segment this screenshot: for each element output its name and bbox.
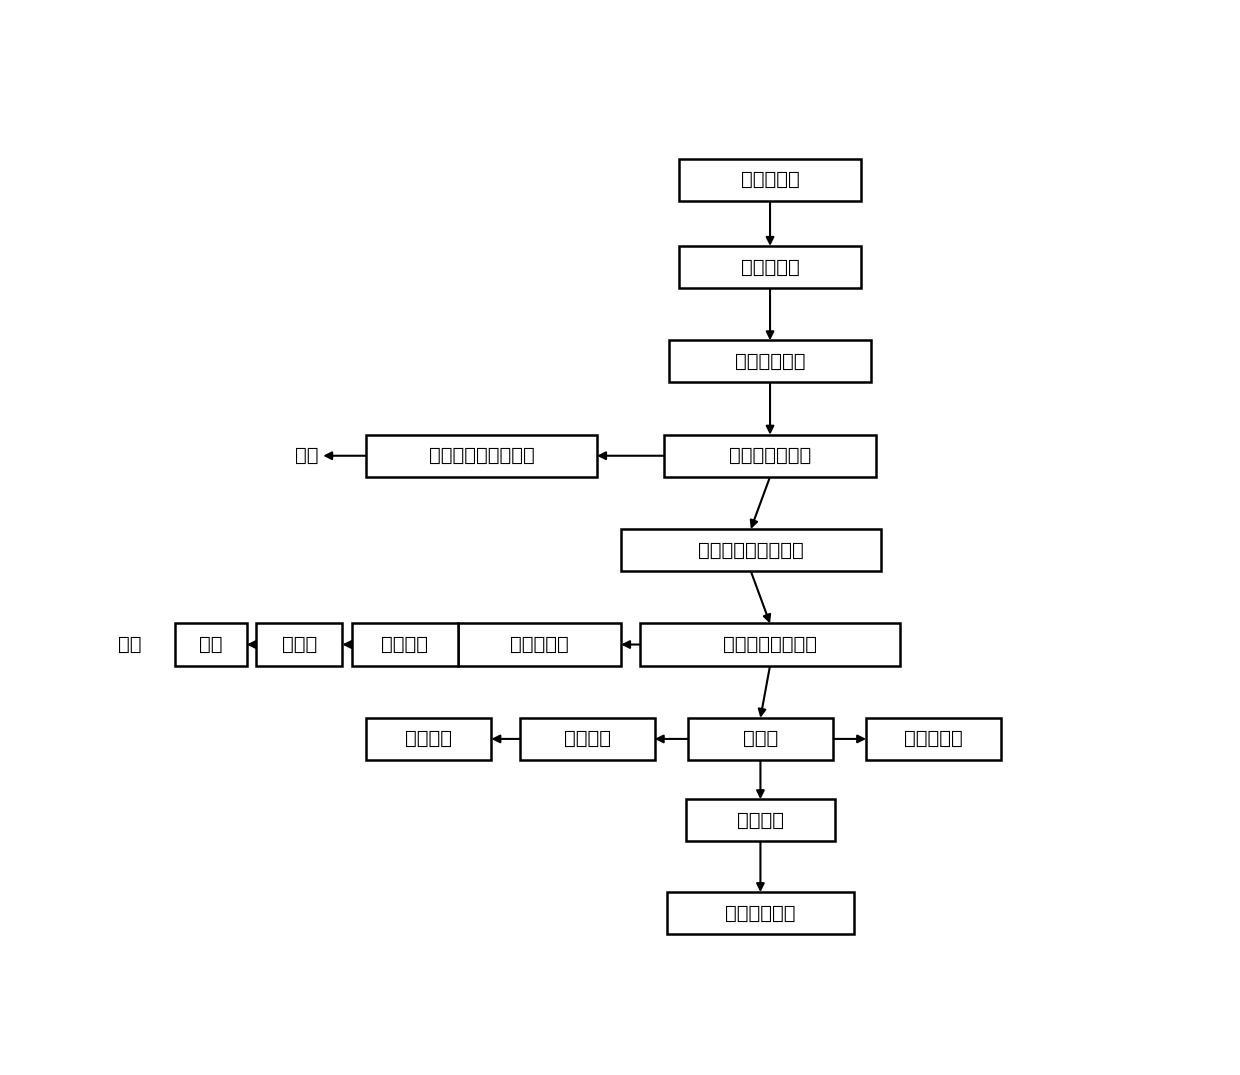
Text: 热水解反应釜: 热水解反应釜 [735,352,805,371]
Text: 污泥预热器: 污泥预热器 [740,257,800,276]
Text: 混合造粒: 混合造粒 [564,730,611,748]
Text: 免烧透水炭砖: 免烧透水炭砖 [725,904,796,922]
Text: 污泥存储仓: 污泥存储仓 [740,170,800,189]
Bar [458,624,621,665]
Bar [175,624,247,665]
Bar [678,159,862,201]
Bar [255,624,342,665]
Text: 污泥预热器: 污泥预热器 [510,635,569,654]
Text: 尾气除尘: 尾气除尘 [382,635,428,654]
Text: 除臭: 除臭 [198,635,222,654]
Bar [678,246,862,288]
Bar [665,434,875,477]
Bar [367,718,491,760]
Text: 沼气: 沼气 [295,446,319,465]
Bar [640,624,900,665]
Text: 高干污泥压滤机: 高干污泥压滤机 [729,446,811,465]
Text: 烧制陶粒: 烧制陶粒 [405,730,453,748]
Bar [686,799,835,842]
Bar [688,718,832,760]
Text: 兼氧池: 兼氧池 [281,635,316,654]
Text: 回转式热解炭化炉: 回转式热解炭化炉 [723,635,817,654]
Text: 固化成型: 固化成型 [737,811,784,830]
Text: 固体产物堆干和破碎: 固体产物堆干和破碎 [698,541,804,560]
Bar [352,624,458,665]
Bar [367,434,596,477]
Bar [667,892,854,934]
Text: 土壤改良剂: 土壤改良剂 [904,730,962,748]
Text: 排放: 排放 [118,635,141,654]
Text: 热水解滤液厌氧发酵: 热水解滤液厌氧发酵 [429,446,534,465]
Bar [866,718,1001,760]
Bar [621,529,880,571]
Text: 生物炭: 生物炭 [743,730,777,748]
Bar [670,341,870,383]
Bar [521,718,655,760]
